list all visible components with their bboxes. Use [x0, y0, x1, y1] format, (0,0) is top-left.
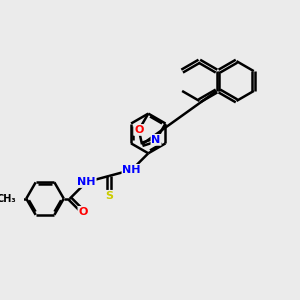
- Text: N: N: [152, 135, 161, 145]
- Text: NH: NH: [77, 177, 96, 187]
- Text: S: S: [105, 191, 113, 201]
- Text: O: O: [78, 207, 88, 217]
- Text: NH: NH: [122, 165, 141, 175]
- Text: O: O: [134, 125, 143, 135]
- Text: CH₃: CH₃: [0, 194, 16, 204]
